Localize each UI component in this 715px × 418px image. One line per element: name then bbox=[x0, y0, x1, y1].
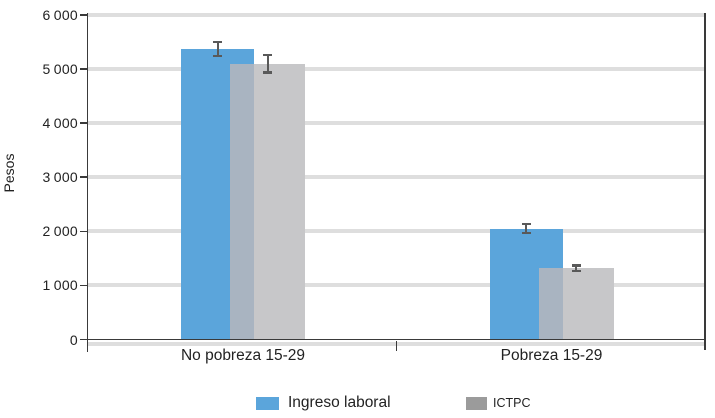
y-tick-label: 5 000 bbox=[42, 61, 78, 78]
legend-swatch-ictpc bbox=[466, 397, 487, 410]
y-axis-tick bbox=[80, 68, 87, 70]
y-tick-label: 1 000 bbox=[42, 277, 78, 294]
y-axis-tick bbox=[80, 230, 87, 233]
legend-label-ingreso-laboral: Ingreso laboral bbox=[288, 394, 391, 411]
gridline bbox=[88, 67, 705, 72]
gridline bbox=[88, 283, 705, 288]
error-bar-cap-bottom bbox=[571, 269, 581, 272]
y-tick-label: 3 000 bbox=[42, 169, 78, 186]
gridline bbox=[88, 121, 705, 126]
bar-overlap bbox=[538, 268, 563, 340]
error-bar-cap-bottom bbox=[213, 55, 222, 58]
error-bar-line bbox=[575, 265, 578, 271]
error-bar-line bbox=[266, 55, 269, 73]
gridline bbox=[88, 229, 705, 234]
error-bar-cap-top bbox=[263, 54, 272, 57]
y-axis-line bbox=[86, 13, 89, 352]
y-axis-tick bbox=[80, 122, 87, 124]
x-tick-label: Pobreza 15-29 bbox=[500, 347, 603, 364]
y-axis-tick bbox=[80, 14, 87, 16]
x-tick-label: No pobreza 15-29 bbox=[180, 347, 306, 364]
gridline bbox=[88, 13, 705, 17]
error-bar-line bbox=[525, 224, 528, 233]
y-tick-label: 2 000 bbox=[42, 223, 78, 240]
y-tick-label: 4 000 bbox=[42, 115, 78, 132]
y-axis-tick bbox=[80, 284, 87, 287]
bar-overlap bbox=[230, 63, 254, 340]
y-axis-title: Pesos bbox=[1, 153, 17, 193]
y-tick-label: 0 bbox=[69, 331, 78, 348]
y-axis-tick bbox=[80, 176, 87, 179]
plot-right-border bbox=[704, 13, 706, 350]
gridline bbox=[88, 175, 705, 180]
error-bar-cap-bottom bbox=[521, 231, 531, 235]
legend-label-ictpc: ICTPC bbox=[493, 396, 531, 410]
error-bar-cap-top bbox=[521, 223, 531, 226]
x-axis-mid-tick bbox=[395, 341, 398, 351]
error-bar-cap-bottom bbox=[263, 71, 272, 74]
x-axis-line bbox=[86, 338, 707, 341]
error-bar-cap-top bbox=[571, 264, 581, 267]
error-bar-line bbox=[216, 42, 219, 57]
y-axis-tick bbox=[80, 338, 87, 341]
error-bar-cap-top bbox=[213, 41, 222, 44]
legend-swatch-ingreso-laboral bbox=[256, 397, 279, 410]
y-tick-label: 6 000 bbox=[42, 7, 78, 23]
